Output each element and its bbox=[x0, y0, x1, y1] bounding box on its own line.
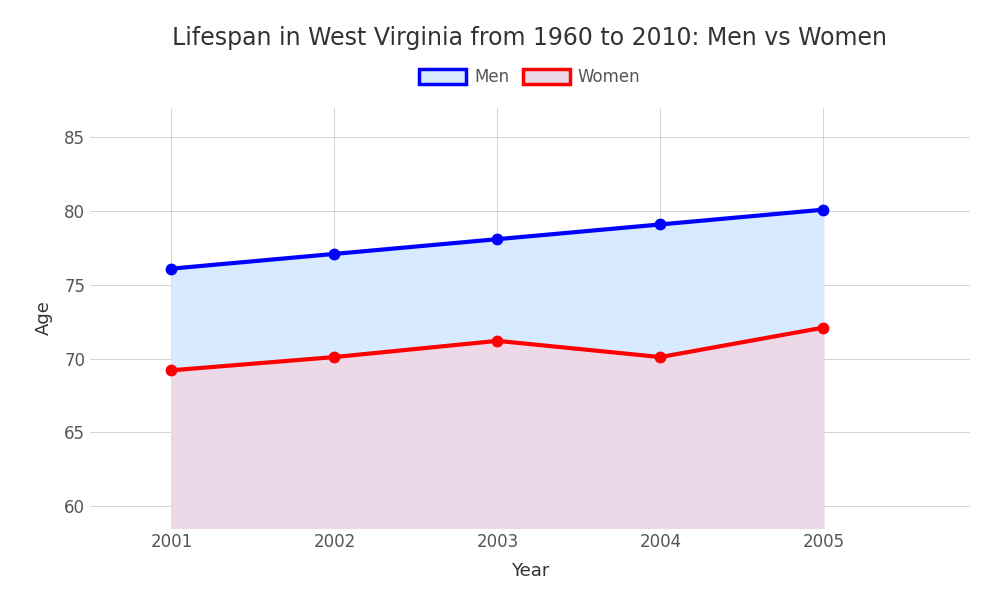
X-axis label: Year: Year bbox=[511, 562, 549, 580]
Title: Lifespan in West Virginia from 1960 to 2010: Men vs Women: Lifespan in West Virginia from 1960 to 2… bbox=[173, 26, 888, 50]
Legend: Men, Women: Men, Women bbox=[413, 62, 647, 93]
Y-axis label: Age: Age bbox=[35, 301, 53, 335]
